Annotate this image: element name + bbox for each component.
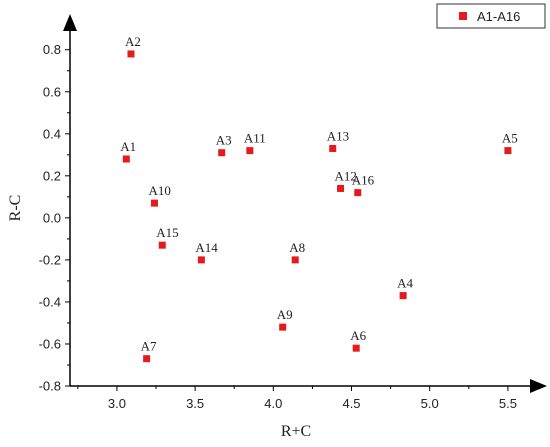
x-axis-title: R+C <box>281 423 311 440</box>
x-ticks: 3.0 3.5 4.0 4.5 5.0 5.5 <box>77 386 517 411</box>
y-tick-label: -0.8 <box>39 379 61 394</box>
data-point-a10 <box>150 199 158 207</box>
data-points: A1 A2 A3 A4 A5 A6 A7 A8 A9 A10 A11 A12 A13 A14 A15 A16 <box>120 34 518 363</box>
data-point-a3 <box>218 149 226 157</box>
x-tick-label: 4.0 <box>264 396 282 411</box>
data-point-a15 <box>158 241 166 249</box>
data-point-a12 <box>337 184 345 192</box>
point-label-a5: A5 <box>502 131 518 146</box>
point-label-a2: A2 <box>125 34 141 49</box>
point-label-a14: A14 <box>195 240 218 255</box>
point-label-a16: A16 <box>352 173 375 188</box>
data-point-a7 <box>143 355 151 363</box>
y-tick-label: 0.8 <box>43 42 61 57</box>
point-label-a8: A8 <box>289 240 305 255</box>
legend: A1-A16 <box>436 3 546 29</box>
point-label-a3: A3 <box>216 133 232 148</box>
point-label-a7: A7 <box>141 339 157 354</box>
data-point-a8 <box>291 256 299 264</box>
point-label-a15: A15 <box>156 225 178 240</box>
point-label-a12: A12 <box>335 168 357 183</box>
y-tick-label: 0.0 <box>43 210 61 225</box>
x-tick-label: 5.5 <box>499 396 517 411</box>
y-tick-label: 0.2 <box>43 168 61 183</box>
legend-label: A1-A16 <box>477 9 520 24</box>
x-tick-label: 3.5 <box>186 396 204 411</box>
data-point-a4 <box>399 292 407 300</box>
y-tick-label: -0.4 <box>39 294 61 309</box>
data-point-a2 <box>127 50 135 58</box>
x-tick-label: 3.0 <box>108 396 126 411</box>
data-point-a11 <box>246 147 254 155</box>
data-point-a14 <box>197 256 205 264</box>
x-axis-arrow <box>530 379 547 393</box>
y-tick-label: -0.2 <box>39 252 61 267</box>
data-point-a1 <box>122 155 130 163</box>
data-point-a5 <box>504 147 512 155</box>
axes <box>63 14 547 393</box>
x-tick-label: 4.5 <box>342 396 360 411</box>
legend-marker <box>459 12 467 20</box>
point-label-a9: A9 <box>277 307 293 322</box>
data-point-a9 <box>279 323 287 331</box>
legend-box <box>436 3 546 29</box>
y-tick-label: 0.6 <box>43 84 61 99</box>
data-point-a16 <box>354 189 362 197</box>
point-label-a10: A10 <box>148 183 170 198</box>
point-label-a13: A13 <box>327 129 349 144</box>
y-tick-label: -0.6 <box>39 336 61 351</box>
point-label-a1: A1 <box>120 139 136 154</box>
y-axis-title: R-C <box>7 195 24 222</box>
data-point-a6 <box>352 344 360 352</box>
y-ticks: -0.8 -0.6 -0.4 -0.2 0.0 0.2 0.4 0.6 0.8 <box>39 28 70 394</box>
x-tick-label: 5.0 <box>421 396 439 411</box>
y-axis-arrow <box>63 14 77 31</box>
point-label-a6: A6 <box>350 328 366 343</box>
y-tick-label: 0.4 <box>43 126 61 141</box>
point-label-a4: A4 <box>397 276 413 291</box>
data-point-a13 <box>329 145 337 153</box>
point-label-a11: A11 <box>244 131 266 146</box>
